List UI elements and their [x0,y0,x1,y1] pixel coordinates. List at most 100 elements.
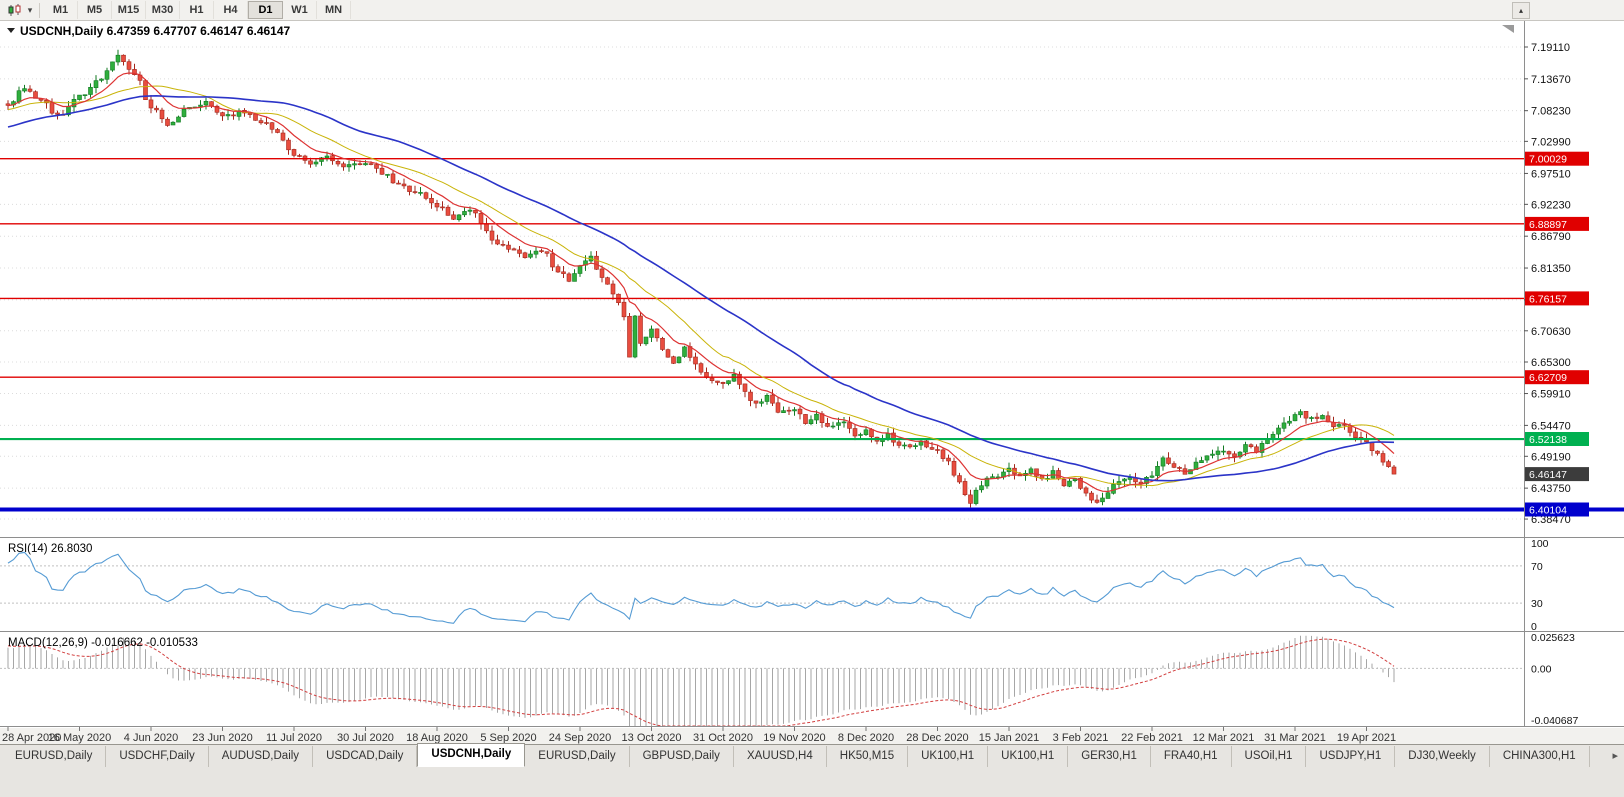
rsi-scale-label: 70 [1531,561,1543,573]
date-label: 18 Aug 2020 [406,732,468,744]
rsi-scale-label: 30 [1531,598,1543,610]
date-label: 30 Jul 2020 [337,732,394,744]
candlestick-chart-icon [8,3,20,16]
ma-fast-red [7,72,1395,493]
price-box-6.62709: 6.62709 [1525,370,1589,385]
price-grid [0,46,1524,520]
price-scale-label: 7.02990 [1531,136,1571,148]
date-label: 16 May 2020 [48,732,112,744]
rsi-line [7,551,1395,624]
date-label: 22 Feb 2021 [1121,732,1183,744]
price-scale-label: 7.08230 [1531,106,1571,118]
toolbar-collapse-button[interactable]: ▴ [1512,2,1530,19]
chart-tab-4-usdcnh-daily[interactable]: USDCNH,Daily [417,743,526,767]
chart-tab-9-uk100-h1[interactable]: UK100,H1 [908,746,989,767]
date-label: 31 Mar 2021 [1264,732,1326,744]
price-scale-label: 6.86790 [1531,231,1571,243]
horizontal-lines [0,157,1624,512]
usdcnh-daily-chart: 7.19110 7.13670 7.08230 7.02990 6.97510 6.922… [0,20,1624,745]
toolbar-separator [39,2,40,18]
macd-scale-top: 0.025623 [1531,632,1575,644]
symbol-dropdown-icon[interactable] [7,28,15,33]
price-scale-label: 7.13670 [1531,74,1571,86]
macd-scale-zero: 0.00 [1531,663,1552,675]
price-scale-label: 6.92230 [1531,199,1571,211]
price-box-6.76157: 6.76157 [1525,291,1589,305]
timeframe-buttons: M1 M5 M15 M30 H1 H4 D1 W1 MN [44,0,351,20]
tabs-row: EURUSD,Daily USDCHF,Daily AUDUSD,Daily USDC… [0,743,1624,767]
rsi-label: RSI(14) 26.8030 [8,543,92,555]
date-label: 19 Nov 2020 [763,732,825,744]
chart-tab-13-usoil-h1[interactable]: USOil,H1 [1232,746,1307,767]
chart-tab-3-usdcad-daily[interactable]: USDCAD,Daily [313,746,418,767]
chart-tab-15-dj30-weekly[interactable]: DJ30,Weekly [1395,746,1490,767]
timeframe-button-m30[interactable]: M30 [146,1,180,19]
date-label: 11 Jul 2020 [266,732,322,744]
price-scale-label: 6.43750 [1531,483,1571,495]
date-label: 8 Dec 2020 [838,732,894,744]
price-box-6.52138: 6.52138 [1525,432,1589,446]
date-label: 4 Jun 2020 [124,732,178,744]
timeframe-button-d1[interactable]: D1 [248,1,283,19]
timeframe-button-m1[interactable]: M1 [44,1,78,19]
price-scale-label: 6.38470 [1531,514,1571,526]
price-scale-label: 6.49190 [1531,451,1571,463]
price-scale-label: 7.19110 [1531,42,1570,54]
macd-histogram [7,635,1395,726]
time-axis-strip [0,728,1624,745]
chart-tab-5-eurusd-daily[interactable]: EURUSD,Daily [525,746,630,767]
price-scale-label: 6.81350 [1531,263,1571,275]
date-label: 19 Apr 2021 [1337,732,1396,744]
current-price-box-text: 6.46147 [1529,469,1567,481]
date-label: 24 Sep 2020 [549,732,611,744]
macd-scale-bottom: -0.040687 [1531,715,1578,727]
chart-shift-marker[interactable] [1502,25,1514,33]
date-label: 13 Oct 2020 [622,732,682,744]
current-price-box: 6.46147 [1525,467,1589,481]
chart-tab-6-gbpusd-daily[interactable]: GBPUSD,Daily [630,746,734,767]
chart-tab-1-usdchf-daily[interactable]: USDCHF,Daily [106,746,209,767]
timeframe-button-m15[interactable]: M15 [112,1,146,19]
chart-tab-14-usdjpy-h1[interactable]: USDJPY,H1 [1306,746,1396,767]
candles [5,49,1397,508]
date-label: 3 Feb 2021 [1053,732,1109,744]
chart-tab-7-xauusd-h4[interactable]: XAUUSD,H4 [734,746,827,767]
timeframe-button-mn[interactable]: MN [317,1,351,19]
ma-slow-blue [7,94,1395,482]
chart-tab-bar: EURUSD,Daily USDCHF,Daily AUDUSD,Daily USDC… [0,743,1624,797]
chart-title: USDCNH,Daily 6.47359 6.47707 6.46147 6.4… [20,24,291,38]
price-scale-label: 6.54470 [1531,420,1571,432]
chart-tab-10-uk100-h1[interactable]: UK100,H1 [988,746,1069,767]
price-box-6.62709-text: 6.62709 [1529,372,1567,384]
rsi-scale-label: 100 [1531,538,1549,550]
price-box-6.40104-text: 6.40104 [1529,504,1567,516]
chart-tab-11-ger30-h1[interactable]: GER30,H1 [1068,746,1151,767]
price-box-6.52138-text: 6.52138 [1529,434,1567,446]
date-label: 28 Apr 2020 [2,732,61,744]
price-scale-label: 6.65300 [1531,357,1571,369]
chart-tab-12-fra40-h1[interactable]: FRA40,H1 [1151,746,1232,767]
timeframe-toolbar: ▾ M1 M5 M15 M30 H1 H4 D1 W1 MN ▴ [0,0,1624,21]
chart-tab-8-hk50-m15[interactable]: HK50,M15 [827,746,909,767]
timeframe-button-h4[interactable]: H4 [214,1,248,19]
timeframe-button-h1[interactable]: H1 [180,1,214,19]
price-box-6.88897-text: 6.88897 [1529,219,1567,231]
chart-tab-16-china300-h1[interactable]: CHINA300,H1 [1490,746,1590,767]
price-scale-label: 6.70630 [1531,326,1571,338]
chart-type-dropdown-icon[interactable]: ▾ [27,4,33,15]
timeframe-button-m5[interactable]: M5 [78,1,112,19]
price-scale-label: 6.59910 [1531,389,1571,401]
chart-type-button[interactable] [5,2,25,18]
price-box-6.40104: 6.40104 [1525,502,1589,517]
price-scale-label: 6.97510 [1531,168,1571,180]
timeframe-button-w1[interactable]: W1 [283,1,317,19]
rsi-scale-label: 0 [1531,621,1537,633]
chart-tab-0-eurusd-daily[interactable]: EURUSD,Daily [2,746,107,767]
tabs-scroll-right-button[interactable]: ▸ [1612,750,1618,762]
chart-region: 7.19110 7.13670 7.08230 7.02990 6.97510 6.922… [0,20,1624,745]
date-label: 23 Jun 2020 [192,732,253,744]
chart-tab-2-audusd-daily[interactable]: AUDUSD,Daily [209,746,314,767]
date-label: 31 Oct 2020 [693,732,753,744]
date-label: 12 Mar 2021 [1193,732,1255,744]
macd-label: MACD(12,26,9) -0.016662 -0.010533 [8,637,198,649]
